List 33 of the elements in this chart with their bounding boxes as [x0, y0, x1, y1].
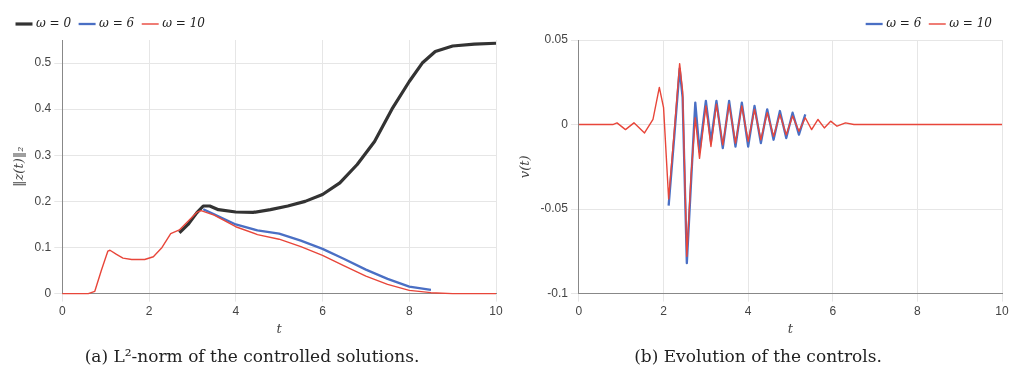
y-tick-label: 0.05	[544, 32, 569, 47]
y-axis-title: ‖z(t)‖₂	[11, 146, 27, 188]
x-axis-title: t	[787, 321, 794, 337]
legend-label: ω = 10	[949, 16, 993, 31]
x-tick-label: 8	[405, 304, 413, 319]
y-tick-label: 0.5	[34, 55, 52, 70]
x-tick-label: 2	[660, 304, 668, 319]
y-tick-label: -0.05	[540, 201, 569, 216]
legend-label: ω = 0	[36, 16, 72, 31]
y-tick-label: 0.1	[34, 239, 52, 254]
y-tick-label: 0.3	[34, 147, 52, 162]
legend-label: ω = 10	[162, 16, 206, 31]
legend-label: ω = 6	[99, 16, 135, 31]
x-tick-label: 8	[914, 304, 922, 319]
x-tick-label: 0	[575, 304, 583, 319]
x-tick-label: 6	[829, 304, 837, 319]
y-tick-label: 0	[561, 116, 569, 131]
y-tick-label: -0.1	[547, 285, 569, 300]
text: (a) L²-norm of the controlled solutions.	[84, 346, 420, 367]
x-tick-label: 4	[744, 304, 752, 319]
y-axis-title: v(t)	[517, 155, 533, 179]
text: (b) Evolution of the controls.	[634, 346, 882, 367]
y-tick-label: 0.2	[34, 193, 52, 208]
y-tick-label: 0.4	[34, 101, 52, 116]
x-tick-label: 10	[995, 304, 1009, 319]
x-tick-label: 0	[58, 304, 66, 319]
x-tick-label: 2	[145, 304, 153, 319]
y-tick-label: 0	[44, 285, 52, 300]
x-tick-label: 6	[319, 304, 327, 319]
x-axis-title: t	[276, 321, 283, 337]
legend-label: ω = 6	[886, 16, 922, 31]
x-tick-label: 4	[232, 304, 240, 319]
x-tick-label: 10	[489, 304, 503, 319]
